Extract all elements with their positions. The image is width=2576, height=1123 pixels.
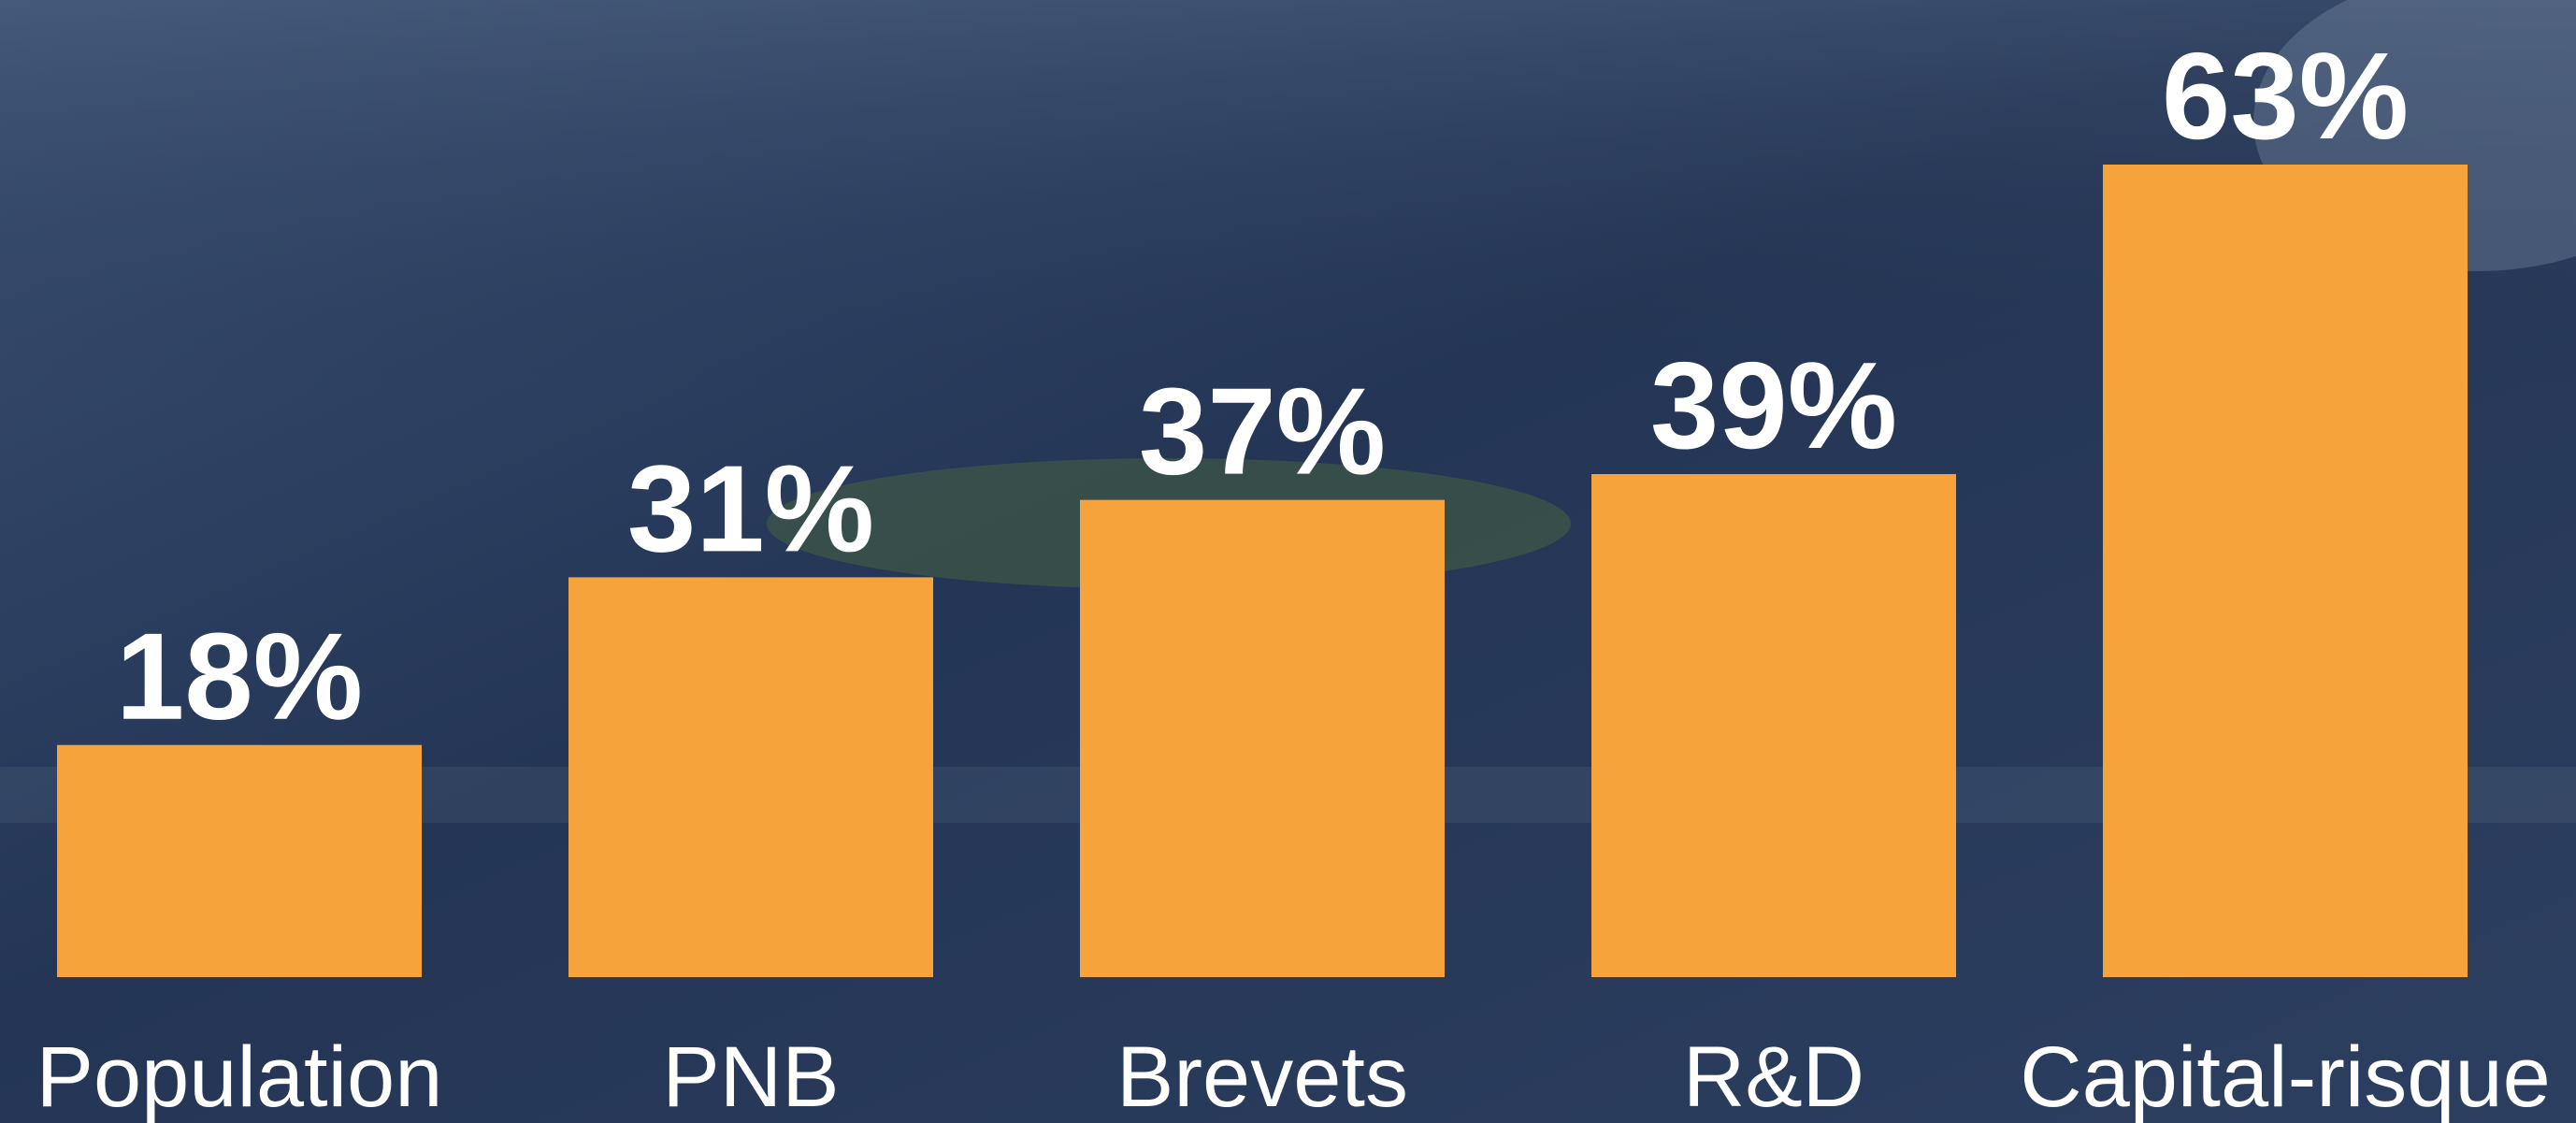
value-label: 63% bbox=[2162, 27, 2409, 165]
x-tick-label: PNB bbox=[662, 1029, 839, 1123]
value-label: 39% bbox=[1650, 337, 1897, 474]
bar bbox=[1080, 499, 1445, 977]
x-tick-label: R&D bbox=[1683, 1029, 1864, 1123]
value-label: 31% bbox=[627, 439, 874, 577]
x-tick-label: Capital-risque bbox=[2020, 1029, 2551, 1123]
bar bbox=[1591, 474, 1956, 977]
bar bbox=[2103, 165, 2468, 977]
value-label: 37% bbox=[1139, 363, 1386, 500]
value-label: 18% bbox=[116, 608, 363, 745]
x-tick-label: Brevets bbox=[1116, 1029, 1408, 1123]
bar bbox=[57, 744, 422, 977]
x-tick-label: Population bbox=[36, 1029, 443, 1123]
bar bbox=[568, 577, 933, 977]
